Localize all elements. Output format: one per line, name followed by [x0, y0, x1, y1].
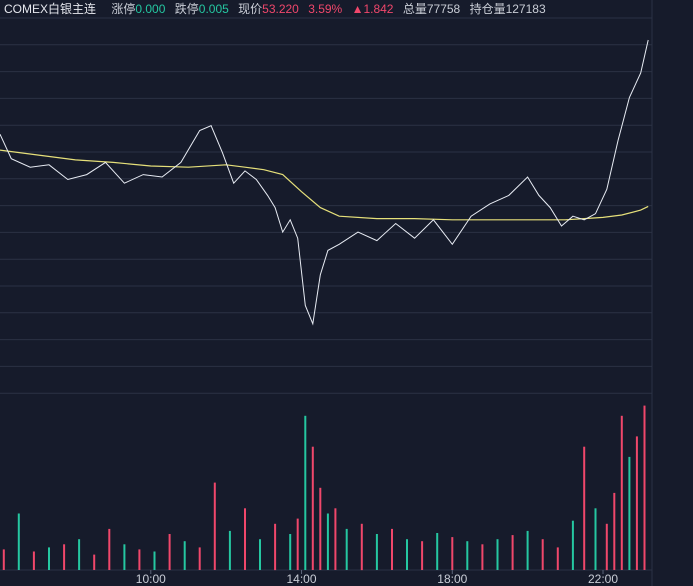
volume-bar — [360, 523, 363, 571]
volume-bar — [138, 549, 141, 570]
volume-bar — [628, 456, 631, 570]
volume-bar — [620, 415, 623, 570]
volume-bar — [183, 541, 186, 570]
volume-bar — [304, 415, 307, 570]
volume-bar — [594, 508, 597, 570]
volume-bar — [228, 530, 231, 570]
volume-bar — [635, 436, 638, 570]
volume-bar — [541, 539, 544, 570]
volume-bar — [436, 533, 439, 570]
volume-bar — [496, 539, 499, 570]
volume-bar — [311, 446, 314, 570]
volume-bar — [526, 530, 529, 570]
volume-bar — [643, 405, 646, 570]
instrument-title[interactable]: COMEX白银主连 — [4, 2, 97, 16]
volume-bar — [244, 508, 246, 570]
volume-bar — [274, 523, 277, 571]
volume-bar — [326, 513, 329, 570]
volume-bar — [375, 534, 378, 570]
volume-bars — [2, 405, 646, 571]
time-axis: 10:00 14:00 18:00 22:00 — [136, 570, 618, 586]
change-percent: 3.59% — [308, 2, 343, 16]
volume-bar — [605, 523, 608, 571]
quote-header: COMEX白银主连 涨停0.000 跌停0.005 现价53.220 3.59%… — [0, 0, 546, 18]
open-interest-value: 127183 — [505, 2, 546, 16]
limit-down-label: 跌停 — [174, 2, 199, 16]
volume-bar — [48, 547, 50, 570]
x-tick-label: 18:00 — [437, 572, 467, 586]
limit-down-value: 0.005 — [198, 2, 229, 16]
volume-bar — [481, 544, 484, 570]
volume-bar — [421, 541, 424, 570]
volume-bar — [259, 539, 261, 570]
price-label: 现价 — [238, 2, 263, 16]
limit-up-value: 0.000 — [135, 2, 166, 16]
volume-bar — [334, 508, 337, 570]
volume-bar — [571, 520, 574, 570]
volume-bar — [451, 537, 454, 570]
volume-bar — [556, 547, 559, 570]
volume-bar — [319, 487, 322, 570]
volume-bar — [583, 446, 586, 570]
volume-bar — [153, 551, 156, 570]
x-tick-label: 14:00 — [286, 572, 316, 586]
volume-label: 总量 — [402, 2, 427, 16]
volume-bar — [466, 541, 469, 570]
volume-bar — [289, 534, 292, 570]
volume-bar — [32, 551, 35, 570]
volume-bar — [198, 547, 201, 570]
price-value: 53.220 — [262, 2, 299, 16]
grid-lines — [0, 0, 653, 586]
volume-bar — [168, 534, 171, 570]
volume-bar — [406, 539, 408, 570]
volume-bar — [63, 544, 66, 570]
open-interest-label: 持仓量 — [469, 2, 506, 16]
volume-bar — [78, 539, 81, 570]
volume-bar — [296, 518, 299, 570]
volume-bar — [108, 528, 111, 570]
volume-bar — [17, 513, 20, 570]
volume-bar — [123, 544, 126, 570]
volume-bar — [345, 528, 348, 570]
x-tick-label: 22:00 — [588, 572, 618, 586]
price-line — [0, 39, 649, 326]
volume-bar — [511, 535, 514, 570]
volume-bar — [2, 549, 5, 570]
change-value: ▲1.842 — [351, 2, 394, 16]
volume-bar — [391, 528, 393, 570]
volume-bar — [613, 492, 616, 570]
volume-value: 77758 — [426, 2, 461, 16]
volume-bar — [213, 482, 216, 570]
x-tick-label: 10:00 — [136, 572, 166, 586]
volume-bar — [93, 554, 96, 570]
limit-up-label: 涨停 — [111, 2, 136, 16]
